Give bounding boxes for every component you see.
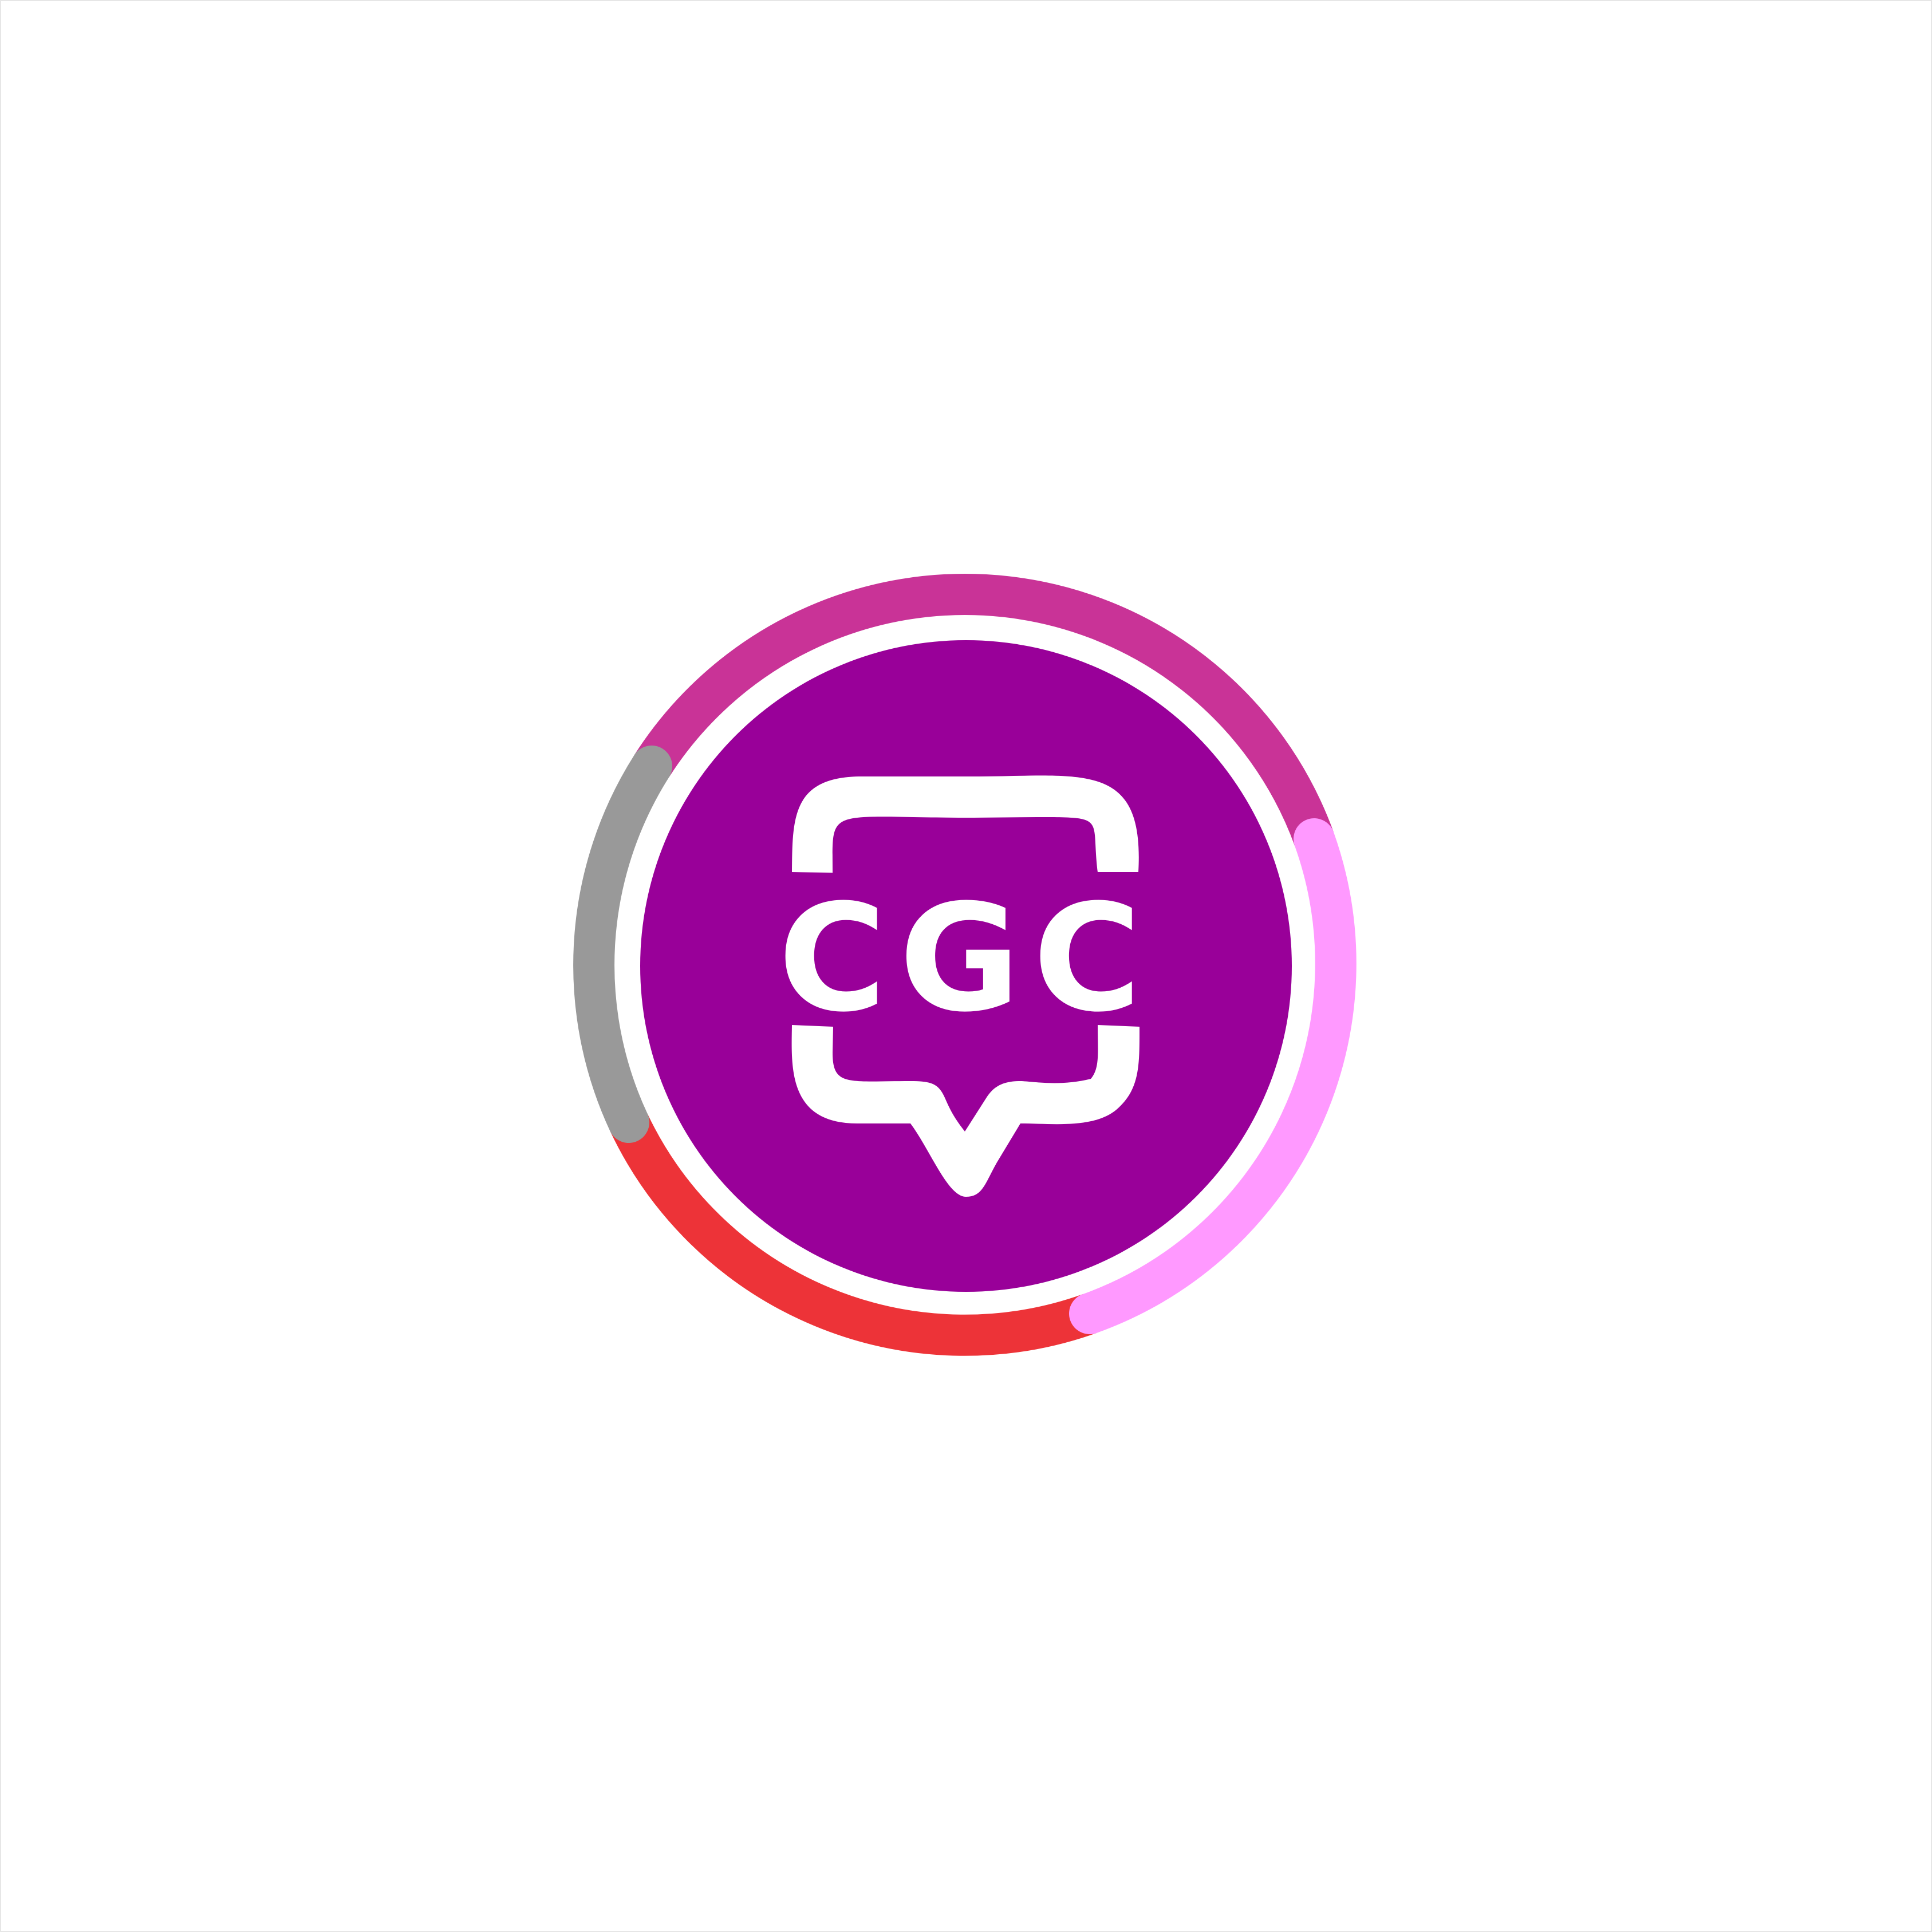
outer-ring — [573, 574, 1357, 1356]
ring-arc-right — [1069, 818, 1357, 1334]
ring-arc-top — [634, 574, 1334, 846]
ring-arc-bottom — [610, 1113, 1097, 1356]
speech-bubble-icon — [791, 775, 1140, 1197]
logo-text: CGC — [778, 873, 1154, 1044]
ring-arc-left — [573, 746, 672, 1143]
